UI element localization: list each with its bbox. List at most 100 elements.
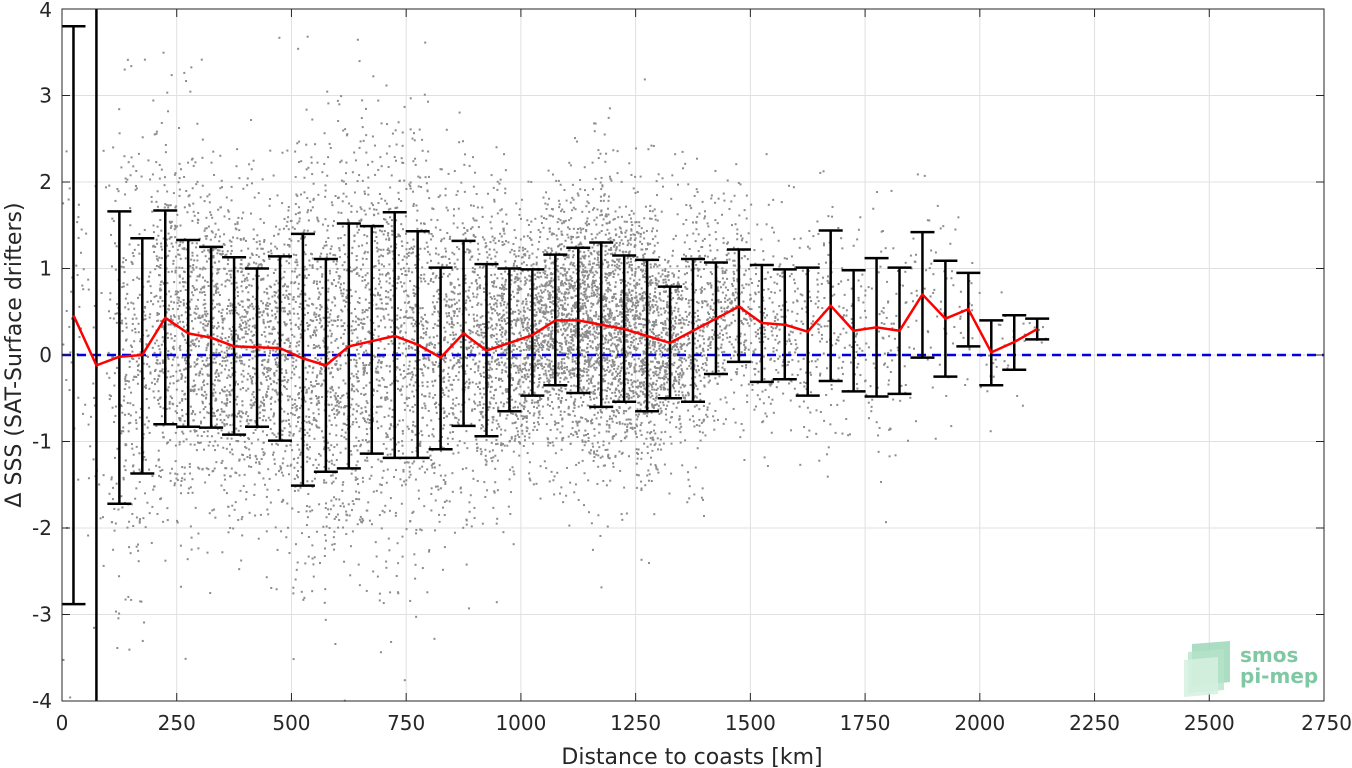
scatter-point xyxy=(444,255,447,258)
scatter-point xyxy=(388,251,391,254)
scatter-point xyxy=(481,236,484,239)
scatter-point xyxy=(382,602,385,605)
scatter-point xyxy=(205,393,208,396)
scatter-point xyxy=(354,328,357,331)
scatter-point xyxy=(135,422,138,425)
scatter-point xyxy=(279,468,282,471)
scatter-point xyxy=(298,273,301,276)
scatter-point xyxy=(269,198,272,201)
scatter-point xyxy=(269,369,272,372)
scatter-point xyxy=(160,280,163,283)
scatter-point xyxy=(385,432,388,435)
scatter-point xyxy=(322,247,325,250)
scatter-point xyxy=(114,242,117,245)
scatter-point xyxy=(331,543,334,546)
scatter-point xyxy=(206,435,209,438)
scatter-point xyxy=(329,248,332,251)
scatter-point xyxy=(111,217,114,220)
scatter-point xyxy=(445,250,448,253)
scatter-point xyxy=(281,379,284,382)
scatter-point xyxy=(241,380,244,383)
scatter-point xyxy=(483,290,486,293)
scatter-point xyxy=(307,325,310,328)
scatter-point xyxy=(155,255,158,258)
scatter-point xyxy=(511,357,514,360)
scatter-point xyxy=(226,402,229,405)
scatter-point xyxy=(500,319,503,322)
scatter-point xyxy=(250,381,253,384)
scatter-point xyxy=(380,460,383,463)
scatter-point xyxy=(192,327,195,330)
scatter-point xyxy=(273,290,276,293)
scatter-point xyxy=(107,351,110,354)
scatter-point xyxy=(114,312,117,315)
scatter-point xyxy=(203,379,206,382)
scatter-point xyxy=(319,303,322,306)
scatter-point xyxy=(285,387,288,390)
scatter-point xyxy=(495,419,498,422)
scatter-point xyxy=(199,441,202,444)
scatter-point xyxy=(179,349,182,352)
scatter-point xyxy=(412,410,415,413)
scatter-point xyxy=(291,406,294,409)
scatter-point xyxy=(170,322,173,325)
scatter-point xyxy=(478,401,481,404)
scatter-point xyxy=(261,402,264,405)
scatter-point xyxy=(108,184,111,187)
scatter-point xyxy=(105,372,108,375)
scatter-point xyxy=(251,325,254,328)
scatter-point xyxy=(311,253,314,256)
scatter-point xyxy=(251,334,254,337)
scatter-point xyxy=(245,498,248,501)
scatter-point xyxy=(228,309,231,312)
scatter-point xyxy=(62,343,65,346)
scatter-point xyxy=(124,317,127,320)
scatter-point xyxy=(167,386,170,389)
scatter-point xyxy=(304,366,307,369)
scatter-point xyxy=(372,333,375,336)
scatter-point xyxy=(464,232,467,235)
scatter-point xyxy=(308,264,311,267)
scatter-point xyxy=(277,232,280,235)
scatter-point xyxy=(452,413,455,416)
scatter-point xyxy=(472,477,475,480)
scatter-point xyxy=(263,403,266,406)
scatter-point xyxy=(360,268,363,271)
scatter-point xyxy=(165,311,168,314)
scatter-point xyxy=(224,285,227,288)
scatter-point xyxy=(258,461,261,464)
scatter-point xyxy=(388,318,391,321)
scatter-point xyxy=(519,272,522,275)
scatter-point xyxy=(294,261,297,264)
scatter-point xyxy=(316,397,319,400)
scatter-point xyxy=(422,374,425,377)
scatter-point xyxy=(121,322,124,325)
scatter-point xyxy=(238,359,241,362)
scatter-point xyxy=(462,140,465,143)
scatter-point xyxy=(283,379,286,382)
scatter-point xyxy=(363,368,366,371)
scatter-point xyxy=(218,260,221,263)
scatter-point xyxy=(220,283,223,286)
scatter-point xyxy=(191,385,194,388)
scatter-point xyxy=(410,438,413,441)
scatter-point xyxy=(292,307,295,310)
scatter-point xyxy=(514,406,517,409)
scatter-point xyxy=(394,469,397,472)
scatter-point xyxy=(425,333,428,336)
scatter-point xyxy=(197,340,200,343)
scatter-point xyxy=(422,222,425,225)
scatter-point xyxy=(281,151,284,154)
scatter-point xyxy=(490,215,493,218)
scatter-point xyxy=(306,304,309,307)
scatter-point xyxy=(128,648,131,651)
scatter-point xyxy=(491,460,494,463)
scatter-point xyxy=(253,483,256,486)
scatter-point xyxy=(338,247,341,250)
scatter-point xyxy=(200,336,203,339)
scatter-point xyxy=(230,347,233,350)
scatter-point xyxy=(185,80,188,83)
scatter-point xyxy=(383,230,386,233)
scatter-point xyxy=(397,234,400,237)
scatter-point xyxy=(500,292,503,295)
